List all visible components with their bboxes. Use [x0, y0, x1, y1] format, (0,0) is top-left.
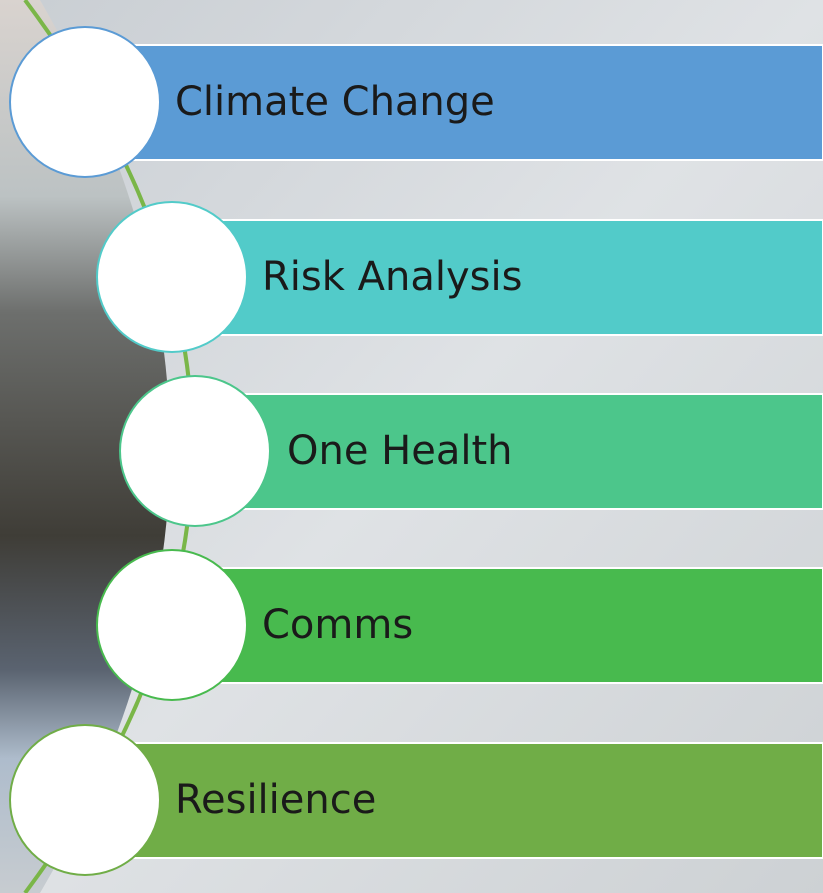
item: Comms — [97, 550, 823, 700]
item-circle — [10, 27, 160, 177]
item: One Health — [120, 376, 823, 526]
item-list: Climate Change Risk Analysis One Health Com… — [10, 27, 823, 875]
item: Resilience — [10, 725, 823, 875]
item-label: One Health — [287, 428, 513, 474]
slide: Climate Change Risk Analysis One Health Com… — [0, 0, 823, 893]
item: Risk Analysis — [97, 202, 823, 352]
item-label: Risk Analysis — [262, 254, 522, 300]
item-label: Comms — [262, 602, 413, 648]
item-label: Climate Change — [175, 79, 495, 125]
item-circle — [97, 550, 247, 700]
item-circle — [10, 725, 160, 875]
item-label: Resilience — [175, 777, 376, 823]
item-circle — [120, 376, 270, 526]
item: Climate Change — [10, 27, 823, 177]
item-circle — [97, 202, 247, 352]
